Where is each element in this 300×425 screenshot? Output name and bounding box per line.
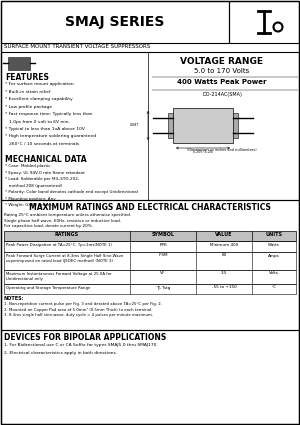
- Bar: [1, 1, 229, 43]
- Text: Volts: Volts: [269, 272, 279, 275]
- Text: * High temperature soldering guaranteed: * High temperature soldering guaranteed: [5, 134, 96, 139]
- Text: 1.0ps from 0 volt to 6V min.: 1.0ps from 0 volt to 6V min.: [5, 119, 70, 124]
- Bar: [8, 57, 30, 70]
- Text: DEVICES FOR BIPOLAR APPLICATIONS: DEVICES FOR BIPOLAR APPLICATIONS: [4, 333, 166, 342]
- Bar: [4, 241, 296, 252]
- Text: °C: °C: [272, 286, 277, 289]
- Text: RATINGS: RATINGS: [55, 232, 79, 237]
- Text: Amps: Amps: [268, 253, 280, 258]
- Text: NOTES:: NOTES:: [4, 296, 25, 301]
- Text: 2. Electrical characteristics apply in both directions.: 2. Electrical characteristics apply in b…: [4, 351, 117, 355]
- Bar: [4, 231, 296, 241]
- Text: 1. Non-repetition current pulse per Fig. 3 and derated above TA=25°C per Fig. 2.: 1. Non-repetition current pulse per Fig.…: [4, 302, 162, 306]
- Text: Rating 25°C ambient temperature unless otherwise specified.: Rating 25°C ambient temperature unless o…: [4, 213, 131, 217]
- Bar: [4, 270, 296, 284]
- Text: UNITS: UNITS: [266, 232, 283, 237]
- Text: PPK: PPK: [159, 243, 167, 246]
- Bar: [168, 113, 173, 138]
- Text: Peak Power Dissipation at TA=25°C, Tp=1ms(NOTE 1): Peak Power Dissipation at TA=25°C, Tp=1m…: [6, 243, 112, 246]
- Bar: [4, 252, 296, 270]
- Text: 0.087: 0.087: [130, 123, 140, 127]
- Text: SMAJ SERIES: SMAJ SERIES: [65, 15, 165, 29]
- Text: (Dimensions in inches and millimeters): (Dimensions in inches and millimeters): [187, 148, 257, 152]
- Text: * Built-in strain relief: * Built-in strain relief: [5, 90, 51, 94]
- Text: superimposed on rated load (JEDEC method) (NOTE 3): superimposed on rated load (JEDEC method…: [6, 259, 113, 263]
- Text: VOLTAGE RANGE: VOLTAGE RANGE: [181, 57, 263, 66]
- Bar: [1, 52, 299, 200]
- Text: 3. 8.3ms single half sine-wave, duty cycle = 4 pulses per minute maximum.: 3. 8.3ms single half sine-wave, duty cyc…: [4, 313, 153, 317]
- Text: MAXIMUM RATINGS AND ELECTRICAL CHARACTERISTICS: MAXIMUM RATINGS AND ELECTRICAL CHARACTER…: [29, 203, 271, 212]
- Text: * Typical to less than 1uA above 10V: * Typical to less than 1uA above 10V: [5, 127, 85, 131]
- Text: TJ, Tstg: TJ, Tstg: [156, 286, 170, 289]
- Bar: [229, 1, 299, 43]
- Text: 400 Watts Peak Power: 400 Watts Peak Power: [177, 79, 267, 85]
- Text: IFSM: IFSM: [158, 253, 168, 258]
- Text: VF: VF: [160, 272, 166, 275]
- Text: 3.5: 3.5: [221, 272, 227, 275]
- Text: * Polarity: Color band denotes cathode end except Unidirectional: * Polarity: Color band denotes cathode e…: [5, 190, 138, 194]
- Text: Maximum Instantaneous Forward Voltage at 25.0A for: Maximum Instantaneous Forward Voltage at…: [6, 272, 112, 275]
- Text: 0.205 (5.20): 0.205 (5.20): [193, 150, 213, 154]
- Text: SURFACE MOUNT TRANSIENT VOLTAGE SUPPRESSORS: SURFACE MOUNT TRANSIENT VOLTAGE SUPPRESS…: [4, 44, 150, 49]
- Text: VALUE: VALUE: [215, 232, 233, 237]
- Text: Watts: Watts: [268, 243, 280, 246]
- Text: 5.0 to 170 Volts: 5.0 to 170 Volts: [194, 68, 250, 74]
- Text: 260°C / 10 seconds at terminals: 260°C / 10 seconds at terminals: [5, 142, 79, 146]
- Text: FEATURES: FEATURES: [5, 73, 49, 82]
- Bar: [1, 330, 299, 424]
- Text: -55 to +150: -55 to +150: [212, 286, 236, 289]
- Text: * For surface mount application: * For surface mount application: [5, 82, 73, 86]
- Text: 80: 80: [221, 253, 226, 258]
- Text: * Low profile package: * Low profile package: [5, 105, 52, 108]
- Bar: [4, 284, 296, 294]
- Text: Unidirectional only: Unidirectional only: [6, 277, 43, 281]
- Text: * Mounting position: Any: * Mounting position: Any: [5, 196, 56, 201]
- Text: * Excellent clamping capability: * Excellent clamping capability: [5, 97, 73, 101]
- Text: MECHANICAL DATA: MECHANICAL DATA: [5, 155, 87, 164]
- Text: * Lead: Solderable per MIL-STD-202,: * Lead: Solderable per MIL-STD-202,: [5, 177, 79, 181]
- Text: * Epoxy: UL 94V-0 rate flame retardant: * Epoxy: UL 94V-0 rate flame retardant: [5, 170, 85, 175]
- Text: Single phase half wave, 60Hz, resistive or inductive load.: Single phase half wave, 60Hz, resistive …: [4, 218, 121, 223]
- Text: * Weight: 0.063 grams: * Weight: 0.063 grams: [5, 203, 52, 207]
- Text: * Fast response time: Typically less than: * Fast response time: Typically less tha…: [5, 112, 92, 116]
- Text: Peak Forward Surge Current at 8.3ms Single Half Sine-Wave: Peak Forward Surge Current at 8.3ms Sing…: [6, 253, 123, 258]
- Text: * Case: Molded plastic: * Case: Molded plastic: [5, 164, 50, 168]
- Text: For capacitive load, derate current by 20%.: For capacitive load, derate current by 2…: [4, 224, 93, 228]
- Bar: [173, 108, 233, 143]
- Text: 2. Mounted on Copper Pad area of 5.0mm² (0.5mm Thick) to each terminal.: 2. Mounted on Copper Pad area of 5.0mm² …: [4, 308, 152, 312]
- Bar: [233, 113, 238, 138]
- Bar: [1, 200, 299, 330]
- Text: SYMBOL: SYMBOL: [152, 232, 175, 237]
- Text: Minimum 400: Minimum 400: [210, 243, 238, 246]
- Text: Operating and Storage Temperature Range: Operating and Storage Temperature Range: [6, 286, 90, 289]
- Text: 1. For Bidirectional use C or CA Suffix for types SMAJ5.0 thru SMAJ170.: 1. For Bidirectional use C or CA Suffix …: [4, 343, 158, 347]
- Text: method 208 (guaranteed): method 208 (guaranteed): [5, 184, 62, 187]
- Text: DO-214AC(SMA): DO-214AC(SMA): [202, 92, 242, 97]
